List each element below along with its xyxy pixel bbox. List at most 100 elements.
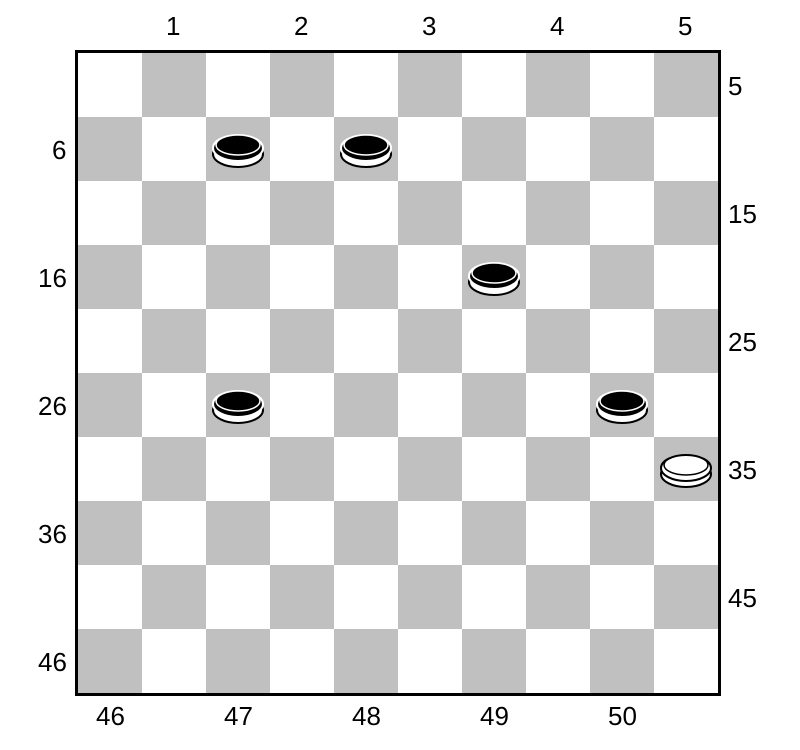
square-r0-c4[interactable]: [334, 53, 398, 117]
square-r9-c0[interactable]: [78, 629, 142, 693]
square-r9-c1[interactable]: [142, 629, 206, 693]
square-r4-c8[interactable]: [590, 309, 654, 373]
black-piece[interactable]: [211, 383, 265, 425]
square-r0-c8[interactable]: [590, 53, 654, 117]
square-r0-c9[interactable]: [654, 53, 718, 117]
square-r6-c6[interactable]: [462, 437, 526, 501]
black-piece[interactable]: [339, 127, 393, 169]
square-r8-c1[interactable]: [142, 565, 206, 629]
square-r3-c7[interactable]: [526, 245, 590, 309]
square-r1-c9[interactable]: [654, 117, 718, 181]
square-r9-c2[interactable]: [206, 629, 270, 693]
square-r8-c5[interactable]: [398, 565, 462, 629]
square-r1-c5[interactable]: [398, 117, 462, 181]
square-r2-c5[interactable]: [398, 181, 462, 245]
square-r7-c7[interactable]: [526, 501, 590, 565]
square-r4-c9[interactable]: [654, 309, 718, 373]
square-r5-c0[interactable]: [78, 373, 142, 437]
square-r4-c3[interactable]: [270, 309, 334, 373]
square-r7-c4[interactable]: [334, 501, 398, 565]
square-r1-c6[interactable]: [462, 117, 526, 181]
square-r5-c3[interactable]: [270, 373, 334, 437]
square-r6-c4[interactable]: [334, 437, 398, 501]
square-r9-c3[interactable]: [270, 629, 334, 693]
square-r1-c8[interactable]: [590, 117, 654, 181]
square-r2-c7[interactable]: [526, 181, 590, 245]
square-r9-c5[interactable]: [398, 629, 462, 693]
square-r9-c9[interactable]: [654, 629, 718, 693]
square-r0-c0[interactable]: [78, 53, 142, 117]
square-r8-c0[interactable]: [78, 565, 142, 629]
square-r7-c5[interactable]: [398, 501, 462, 565]
black-piece[interactable]: [595, 383, 649, 425]
square-r2-c8[interactable]: [590, 181, 654, 245]
square-r2-c2[interactable]: [206, 181, 270, 245]
square-r2-c6[interactable]: [462, 181, 526, 245]
square-r8-c9[interactable]: [654, 565, 718, 629]
square-r6-c0[interactable]: [78, 437, 142, 501]
square-r4-c6[interactable]: [462, 309, 526, 373]
white-piece[interactable]: [659, 447, 713, 489]
black-piece[interactable]: [467, 255, 521, 297]
square-r4-c4[interactable]: [334, 309, 398, 373]
square-r7-c2[interactable]: [206, 501, 270, 565]
square-r7-c8[interactable]: [590, 501, 654, 565]
square-r0-c3[interactable]: [270, 53, 334, 117]
square-r3-c8[interactable]: [590, 245, 654, 309]
square-r0-c2[interactable]: [206, 53, 270, 117]
square-r6-c5[interactable]: [398, 437, 462, 501]
square-r7-c1[interactable]: [142, 501, 206, 565]
square-r9-c8[interactable]: [590, 629, 654, 693]
square-r6-c8[interactable]: [590, 437, 654, 501]
square-r3-c2[interactable]: [206, 245, 270, 309]
square-r1-c0[interactable]: [78, 117, 142, 181]
square-r3-c5[interactable]: [398, 245, 462, 309]
square-r8-c6[interactable]: [462, 565, 526, 629]
square-r5-c4[interactable]: [334, 373, 398, 437]
square-r8-c4[interactable]: [334, 565, 398, 629]
square-r9-c6[interactable]: [462, 629, 526, 693]
square-r6-c1[interactable]: [142, 437, 206, 501]
square-r6-c7[interactable]: [526, 437, 590, 501]
square-r7-c9[interactable]: [654, 501, 718, 565]
square-r2-c4[interactable]: [334, 181, 398, 245]
square-r2-c9[interactable]: [654, 181, 718, 245]
square-r1-c7[interactable]: [526, 117, 590, 181]
square-r3-c4[interactable]: [334, 245, 398, 309]
square-r2-c0[interactable]: [78, 181, 142, 245]
square-r3-c9[interactable]: [654, 245, 718, 309]
square-r4-c5[interactable]: [398, 309, 462, 373]
square-r0-c1[interactable]: [142, 53, 206, 117]
square-r0-c6[interactable]: [462, 53, 526, 117]
square-r8-c3[interactable]: [270, 565, 334, 629]
square-r3-c0[interactable]: [78, 245, 142, 309]
square-r0-c7[interactable]: [526, 53, 590, 117]
square-r6-c2[interactable]: [206, 437, 270, 501]
square-r9-c7[interactable]: [526, 629, 590, 693]
square-r2-c1[interactable]: [142, 181, 206, 245]
square-r2-c3[interactable]: [270, 181, 334, 245]
square-r3-c3[interactable]: [270, 245, 334, 309]
square-r8-c2[interactable]: [206, 565, 270, 629]
square-r1-c3[interactable]: [270, 117, 334, 181]
square-r4-c2[interactable]: [206, 309, 270, 373]
square-r8-c8[interactable]: [590, 565, 654, 629]
square-r3-c1[interactable]: [142, 245, 206, 309]
square-r4-c1[interactable]: [142, 309, 206, 373]
square-r8-c7[interactable]: [526, 565, 590, 629]
square-r7-c0[interactable]: [78, 501, 142, 565]
square-r7-c6[interactable]: [462, 501, 526, 565]
square-r7-c3[interactable]: [270, 501, 334, 565]
square-r5-c5[interactable]: [398, 373, 462, 437]
square-r9-c4[interactable]: [334, 629, 398, 693]
square-r1-c1[interactable]: [142, 117, 206, 181]
square-r0-c5[interactable]: [398, 53, 462, 117]
square-r5-c9[interactable]: [654, 373, 718, 437]
black-piece[interactable]: [211, 127, 265, 169]
square-r6-c3[interactable]: [270, 437, 334, 501]
square-r5-c1[interactable]: [142, 373, 206, 437]
square-r4-c7[interactable]: [526, 309, 590, 373]
square-r4-c0[interactable]: [78, 309, 142, 373]
square-r5-c6[interactable]: [462, 373, 526, 437]
square-r5-c7[interactable]: [526, 373, 590, 437]
